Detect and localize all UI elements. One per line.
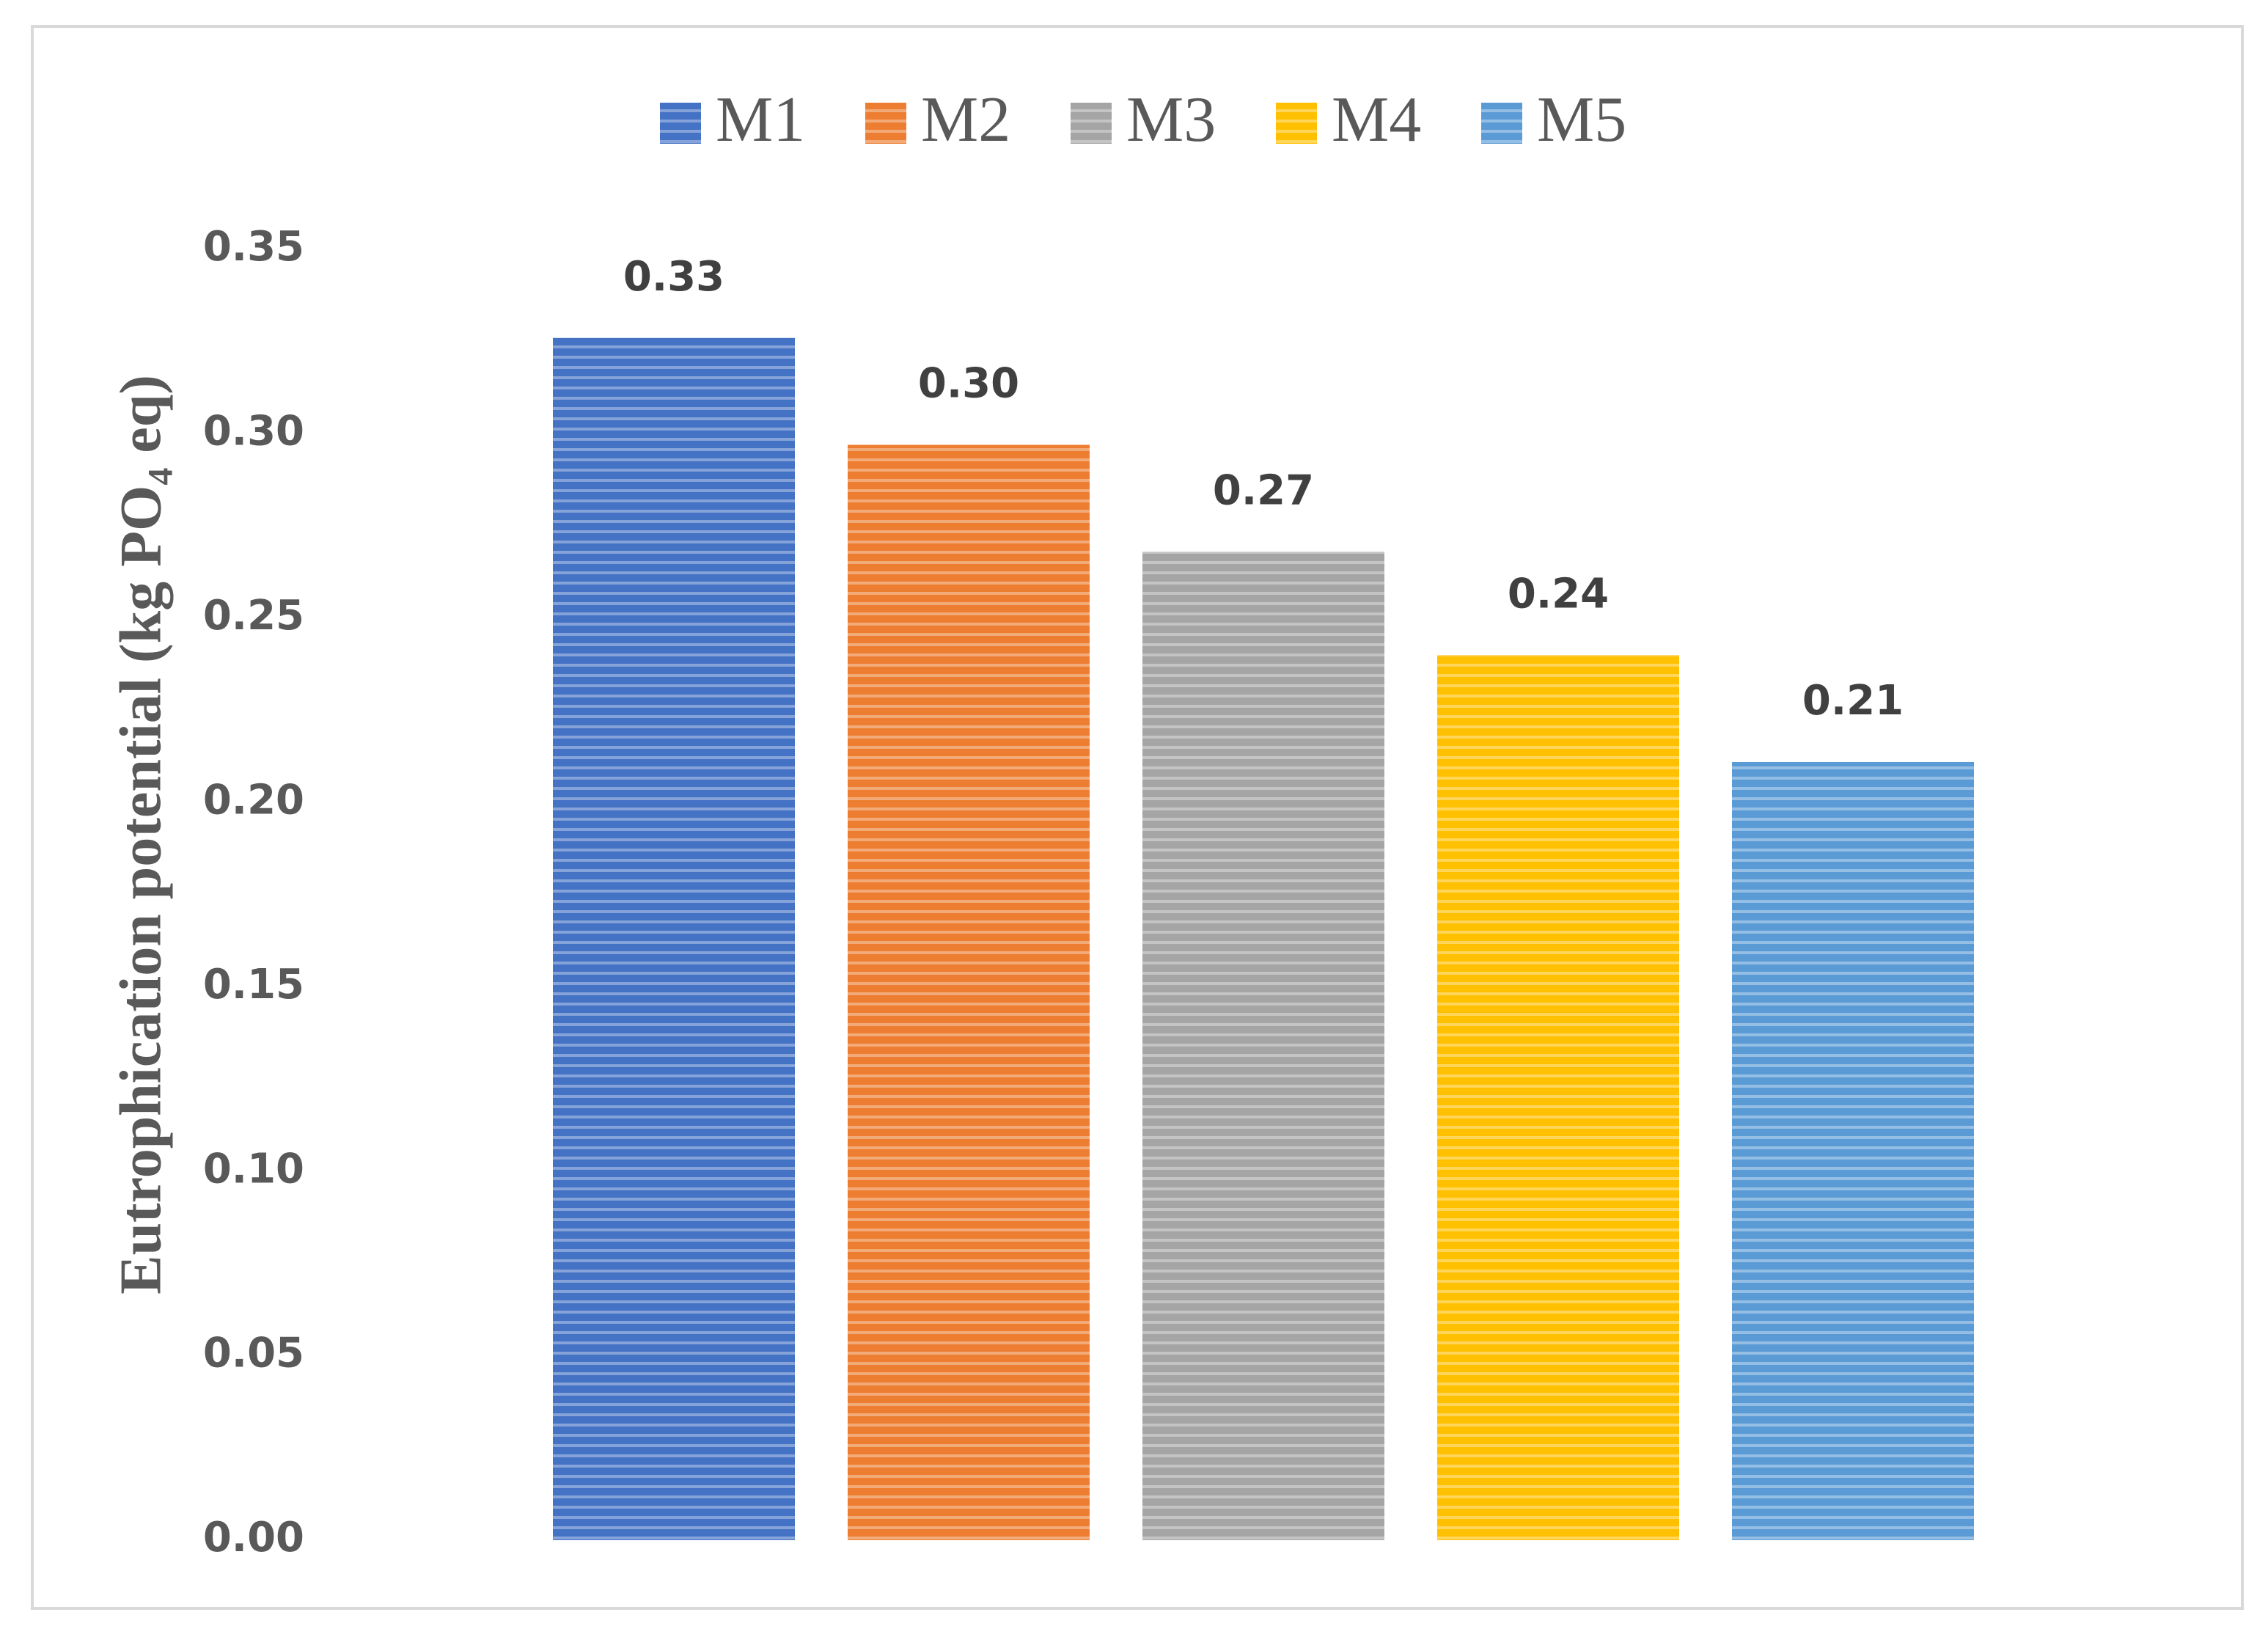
legend-swatch (1071, 103, 1112, 144)
bar (1732, 761, 1974, 1540)
y-tick-label: 0.15 (203, 961, 304, 1008)
bar (1437, 655, 1679, 1541)
y-tick-label: 0.10 (203, 1145, 304, 1193)
bar (553, 337, 795, 1541)
legend-label: M4 (1332, 84, 1421, 155)
legend-swatch (660, 103, 701, 144)
data-label: 0.30 (918, 360, 1019, 408)
data-label: 0.24 (1508, 570, 1609, 618)
bar (1142, 552, 1384, 1541)
y-axis-title: Eutrophication potential (kg PO₄ eq) (109, 375, 173, 1294)
legend-label: M3 (1126, 84, 1216, 155)
y-tick-label: 0.05 (203, 1330, 304, 1377)
data-label: 0.33 (623, 253, 724, 301)
legend-swatch (865, 103, 906, 144)
data-label: 0.21 (1802, 677, 1904, 725)
legend-label: M1 (716, 84, 805, 155)
data-label: 0.27 (1213, 466, 1314, 514)
legend-label: M2 (921, 84, 1010, 155)
y-tick-label: 0.20 (203, 776, 304, 824)
y-tick-label: 0.35 (203, 223, 304, 271)
legend-swatch (1481, 103, 1522, 144)
legend-label: M5 (1537, 84, 1626, 155)
bar (848, 444, 1090, 1540)
y-tick-label: 0.00 (203, 1514, 304, 1561)
legend-swatch (1276, 103, 1317, 144)
y-tick-label: 0.25 (203, 592, 304, 640)
y-tick-label: 0.30 (203, 408, 304, 455)
